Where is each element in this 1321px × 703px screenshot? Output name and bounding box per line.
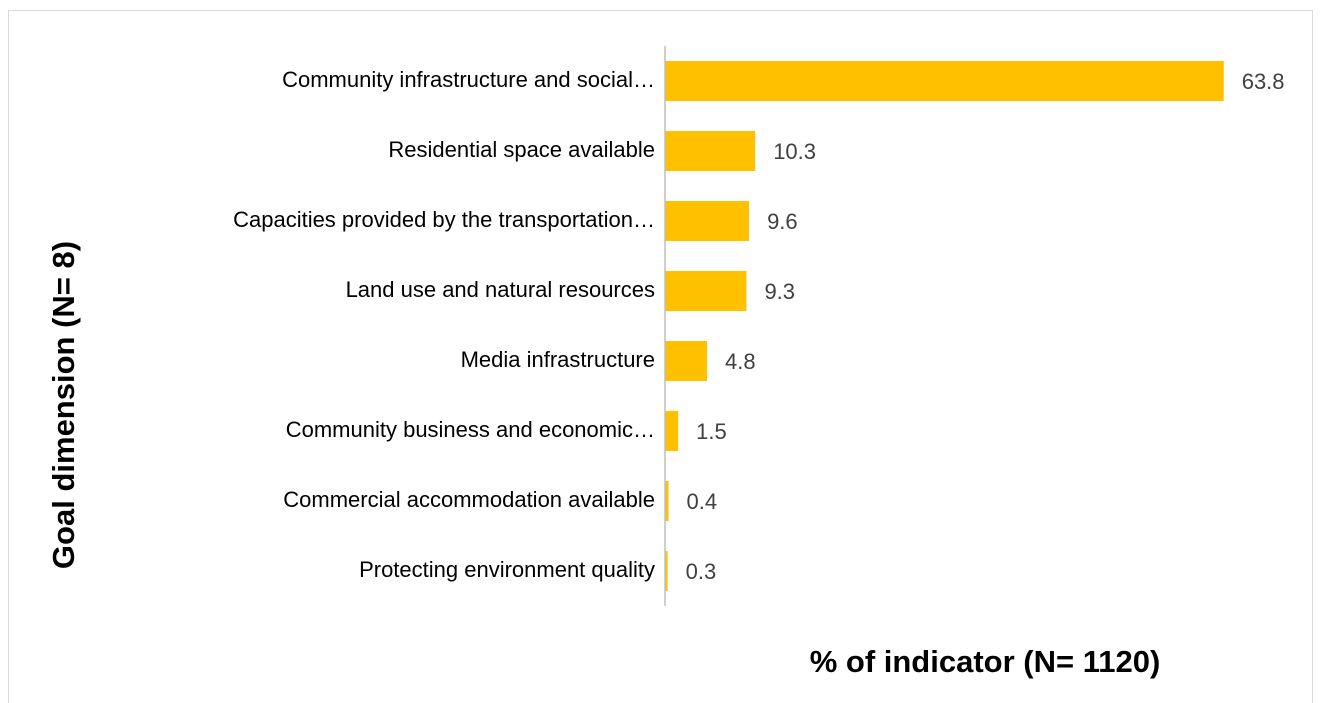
y-tick-label: Residential space available (388, 137, 655, 162)
value-label: 0.3 (686, 559, 717, 584)
value-label: 4.8 (725, 349, 756, 374)
x-axis-title: % of indicator (N= 1120) (810, 644, 1161, 679)
y-tick-label: Commercial accommodation available (283, 487, 655, 512)
bar (665, 61, 1224, 101)
bar (665, 481, 669, 521)
value-label: 9.6 (767, 209, 798, 234)
bar (665, 131, 756, 171)
value-label: 0.4 (687, 489, 718, 514)
y-axis-title: Goal dimension (N= 8) (46, 241, 81, 569)
chart-frame (8, 10, 1313, 703)
y-tick-label: Community business and economic… (286, 417, 655, 442)
y-tick-label: Media infrastructure (461, 347, 655, 372)
value-label: 1.5 (696, 419, 727, 444)
value-label: 9.3 (764, 279, 795, 304)
value-label: 63.8 (1242, 69, 1285, 94)
bar (665, 201, 750, 241)
bar (665, 341, 708, 381)
bar (665, 411, 679, 451)
value-label: 10.3 (773, 139, 816, 164)
y-tick-label: Community infrastructure and social… (282, 67, 655, 92)
y-tick-label: Protecting environment quality (359, 557, 655, 582)
bar (665, 551, 668, 591)
y-tick-label: Capacities provided by the transportatio… (233, 207, 655, 232)
y-tick-label: Land use and natural resources (346, 277, 655, 302)
bar (665, 271, 747, 311)
